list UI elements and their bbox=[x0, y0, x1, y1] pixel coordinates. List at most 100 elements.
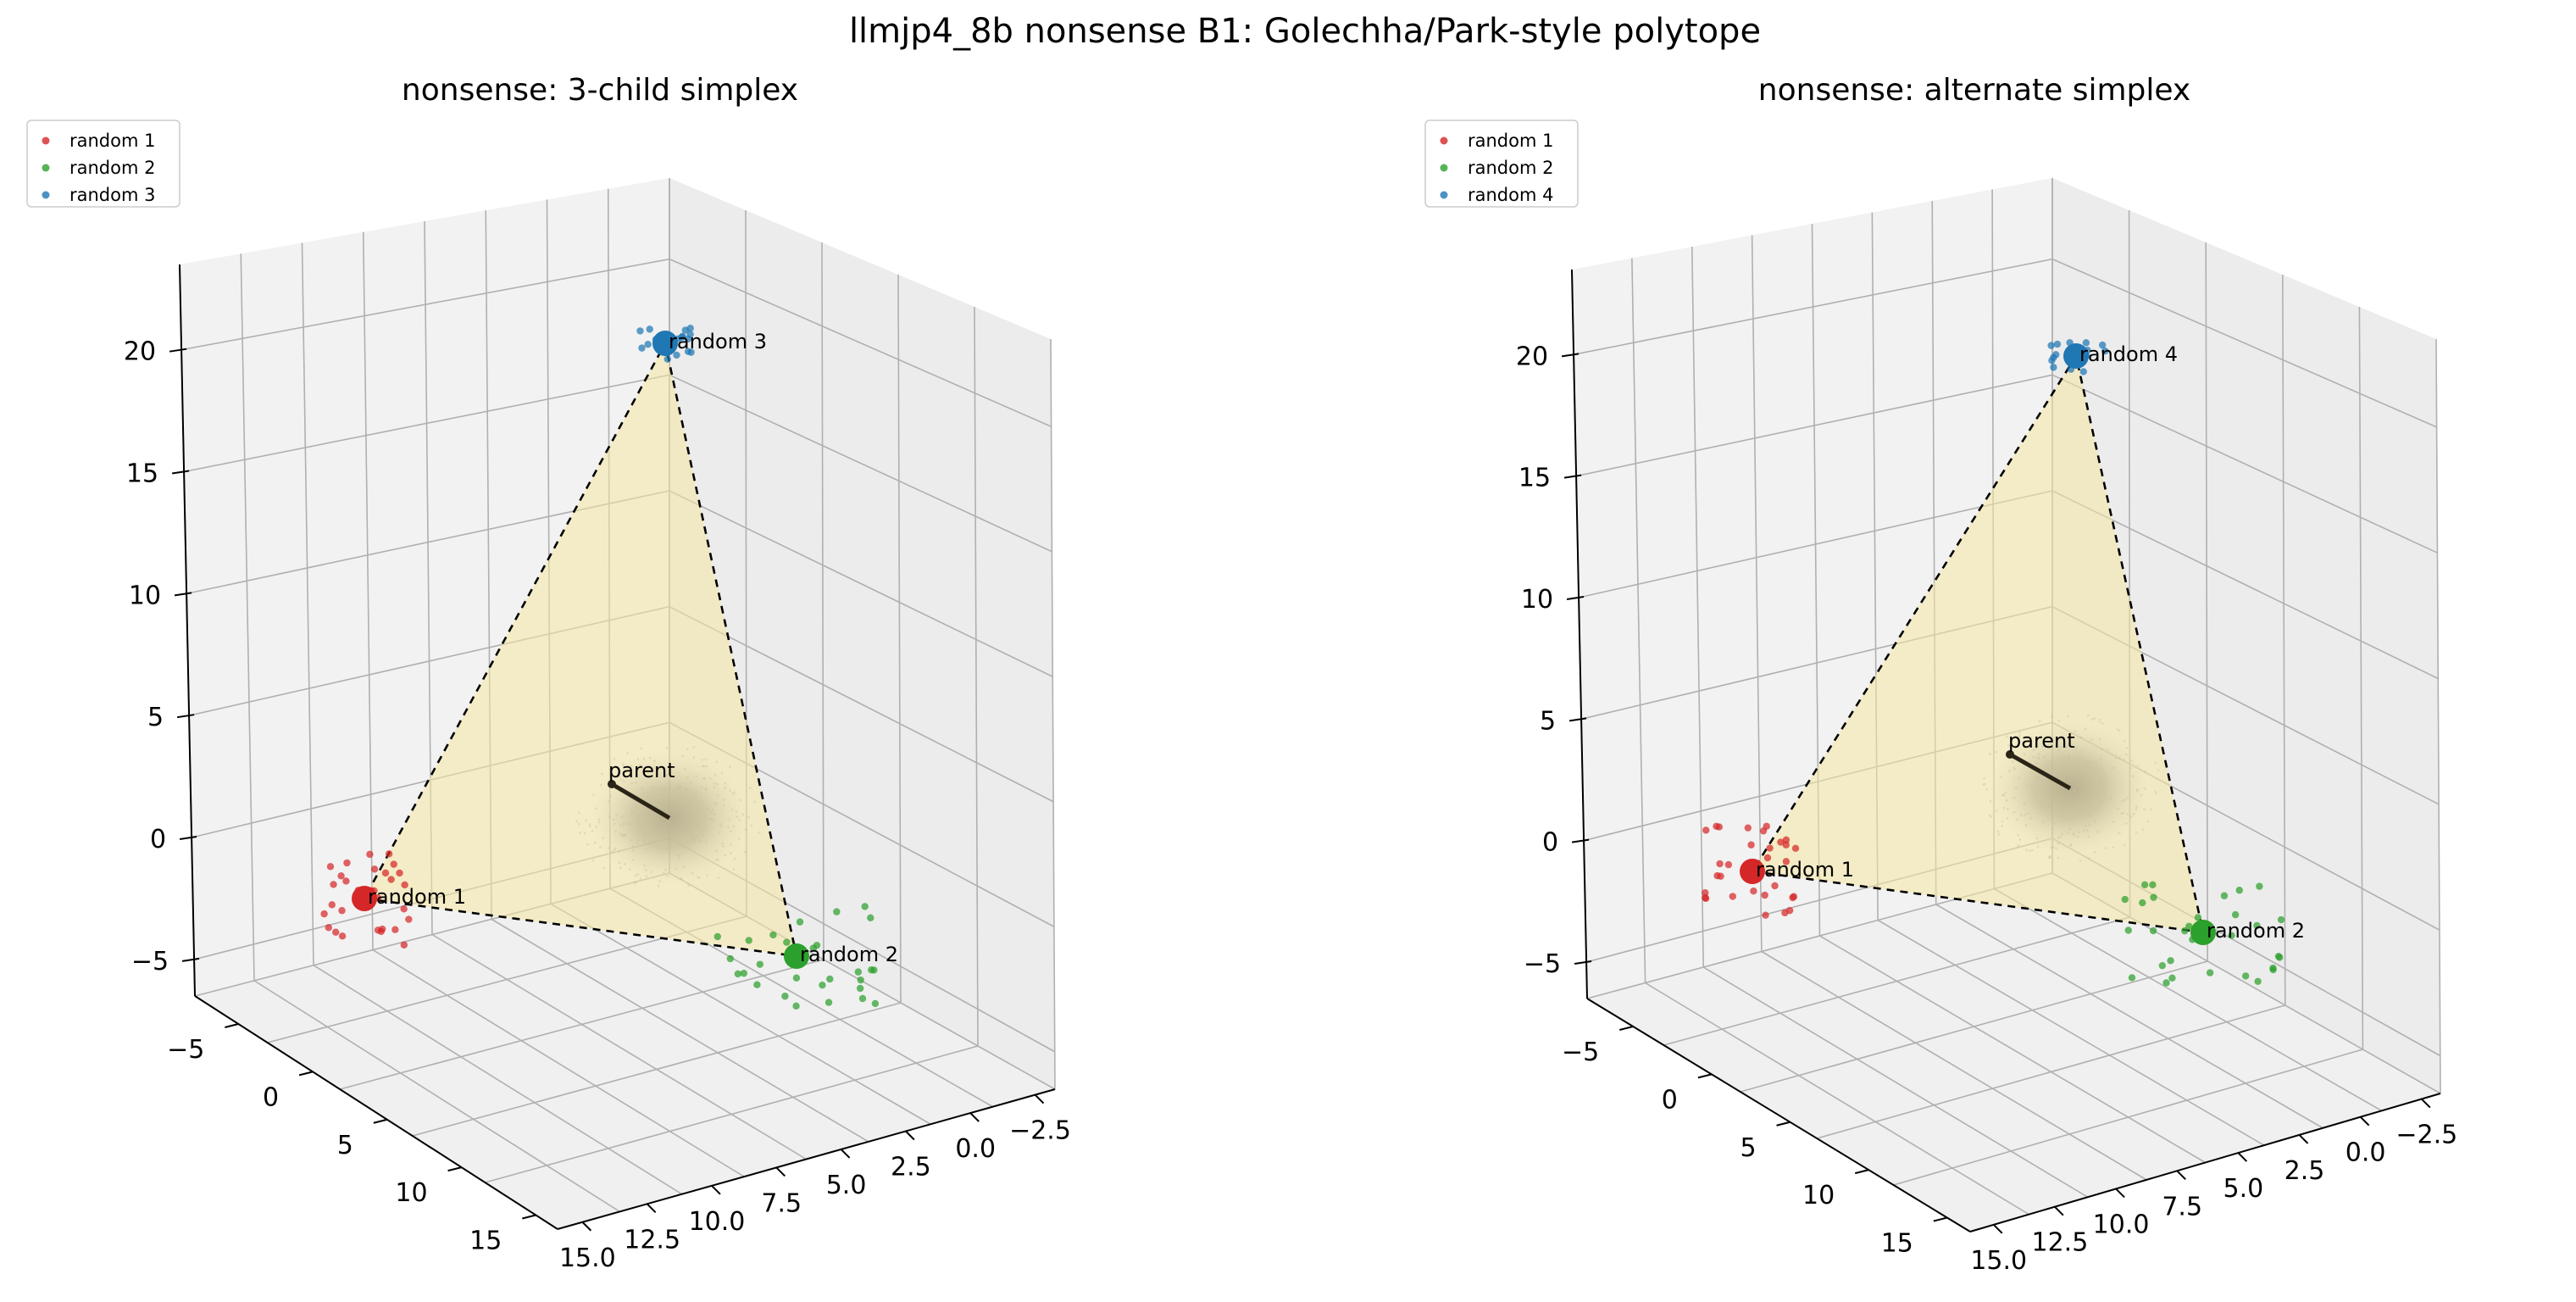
y-tick-mark bbox=[1618, 1026, 1634, 1031]
y-tick-label: 10 bbox=[1802, 1181, 1835, 1210]
cluster-point bbox=[2139, 899, 2146, 907]
gridline bbox=[1575, 374, 2053, 477]
x-tick-label: −2.5 bbox=[2396, 1121, 2457, 1150]
gridline bbox=[1050, 338, 1056, 1090]
z-tick-label: 15 bbox=[126, 459, 158, 489]
gridline bbox=[1877, 919, 2265, 1146]
z-tick-mark bbox=[1561, 353, 1579, 358]
parent-marker bbox=[2006, 750, 2014, 759]
y-tick-label: −5 bbox=[1562, 1038, 1599, 1067]
gridline bbox=[2282, 274, 2286, 1006]
vertex-label: random 2 bbox=[2207, 919, 2305, 943]
z-tick-label: 5 bbox=[147, 703, 164, 732]
vertex-label: random 3 bbox=[669, 330, 767, 353]
vertex-label: random 2 bbox=[800, 943, 898, 966]
z-tick-mark bbox=[1568, 717, 1587, 722]
cluster-point bbox=[681, 326, 690, 334]
z-tick-mark bbox=[169, 348, 187, 353]
cluster-point bbox=[826, 975, 834, 983]
legend-entry: random 2 bbox=[69, 158, 155, 178]
cluster-point bbox=[400, 905, 408, 913]
x-tick-mark bbox=[775, 1166, 786, 1177]
cluster-point bbox=[2140, 881, 2149, 888]
y-tick-mark bbox=[298, 1071, 314, 1077]
cluster-point bbox=[824, 999, 833, 1006]
simplex-edges bbox=[362, 340, 798, 958]
cluster-point bbox=[1791, 844, 1800, 852]
x-tick-mark bbox=[646, 1203, 657, 1214]
x-tick-mark bbox=[2054, 1205, 2064, 1216]
z-tick-mark bbox=[1571, 838, 1590, 843]
floor-pane bbox=[195, 873, 1055, 1229]
vertex-marker bbox=[2063, 343, 2089, 369]
cluster-point bbox=[2121, 895, 2129, 904]
y-axis-line bbox=[1586, 998, 1971, 1232]
cluster-point bbox=[819, 981, 826, 989]
cluster-point bbox=[2052, 351, 2060, 359]
x-tick-mark bbox=[2298, 1134, 2309, 1144]
z-axis-line bbox=[179, 264, 196, 997]
cluster-point bbox=[663, 355, 671, 363]
z-tick-mark bbox=[1566, 596, 1585, 600]
z-tick-mark bbox=[1563, 474, 1582, 479]
floor-pane bbox=[1587, 873, 2440, 1232]
legend-box bbox=[26, 120, 180, 208]
cluster-point bbox=[2128, 974, 2136, 982]
cluster-point bbox=[2149, 881, 2157, 889]
cluster-point bbox=[833, 908, 841, 915]
cluster-point bbox=[2048, 357, 2056, 364]
y-tick-label: 10 bbox=[395, 1178, 427, 1208]
gridline bbox=[362, 231, 374, 950]
cluster-point bbox=[2158, 961, 2167, 970]
cluster-point bbox=[781, 993, 789, 1000]
gridline bbox=[485, 1045, 979, 1183]
z-tick-mark bbox=[174, 592, 192, 597]
panel-1: nonsense: 3-child simplex −5 0 5 10 15 20 −5 0 5 1… bbox=[26, 73, 1071, 1273]
gridline bbox=[313, 965, 683, 1195]
cluster-point bbox=[734, 970, 742, 978]
cluster-random-1 bbox=[320, 850, 413, 949]
vertex-marker bbox=[352, 886, 377, 911]
y-tick-mark bbox=[1776, 1121, 1790, 1127]
cluster-point bbox=[2079, 368, 2087, 376]
cluster-point bbox=[861, 903, 869, 910]
z-tick-label: −5 bbox=[131, 947, 169, 976]
cluster-point bbox=[2149, 926, 2157, 935]
x-tick-label: 12.5 bbox=[2032, 1228, 2089, 1258]
y-tick-label: 5 bbox=[337, 1131, 353, 1160]
x-tick-mark bbox=[1034, 1093, 1045, 1104]
gridline bbox=[253, 980, 620, 1213]
cluster-point bbox=[338, 932, 347, 940]
x-tick-label: 12.5 bbox=[624, 1225, 680, 1255]
vertex-marker bbox=[784, 943, 809, 969]
cluster-point bbox=[1762, 911, 1769, 919]
cluster-point bbox=[330, 881, 337, 888]
cluster-point bbox=[385, 850, 393, 858]
parent-arrow bbox=[610, 782, 671, 821]
cluster-point bbox=[796, 918, 804, 926]
gridline bbox=[1993, 887, 2383, 1112]
cluster-point bbox=[366, 850, 374, 859]
x-tick-label: 0.0 bbox=[2346, 1138, 2386, 1168]
gridline bbox=[183, 374, 670, 473]
cluster-point bbox=[342, 877, 350, 885]
gridline bbox=[2358, 306, 2364, 1050]
cluster-point bbox=[2167, 957, 2174, 965]
cluster-point bbox=[381, 869, 390, 877]
parent-arrow bbox=[2008, 752, 2072, 791]
cluster-point bbox=[684, 348, 692, 355]
cluster-point bbox=[337, 872, 345, 880]
cluster-point bbox=[401, 881, 408, 889]
y-tick-mark bbox=[225, 1023, 239, 1028]
cluster-point bbox=[328, 901, 336, 909]
cluster-point bbox=[1716, 860, 1724, 868]
cluster-point bbox=[2168, 974, 2176, 982]
cluster-point bbox=[1785, 906, 1794, 915]
cluster-point bbox=[2220, 892, 2229, 899]
x-tick-label: 5.0 bbox=[2223, 1174, 2263, 1204]
cluster-point bbox=[2235, 887, 2243, 894]
cluster-point bbox=[390, 860, 397, 868]
cluster-point bbox=[2150, 893, 2157, 901]
cluster-point bbox=[2254, 977, 2262, 985]
gridline bbox=[669, 605, 1054, 803]
